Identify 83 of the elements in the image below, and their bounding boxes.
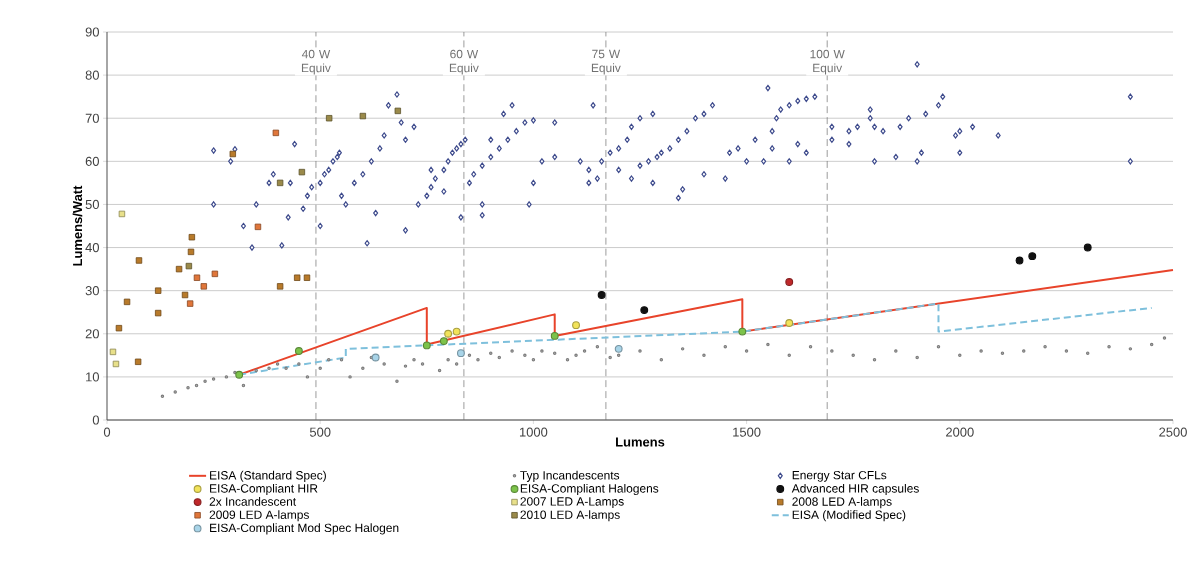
point [109, 348, 117, 356]
point [187, 248, 195, 256]
point [135, 257, 143, 264]
ref-line-label: 60 W Equiv [449, 49, 479, 75]
point [185, 262, 193, 270]
y-tick-label: 20 [85, 329, 99, 339]
y-tick-label: 30 [85, 286, 99, 296]
point [614, 344, 623, 353]
legend-label: EISA-Compliant HIR [210, 483, 318, 496]
point [211, 270, 219, 278]
point [422, 341, 431, 350]
legend-label: Typ Incandescents [520, 470, 620, 482]
point [229, 150, 236, 158]
legend-label: 2008 LED A-lamps [792, 497, 892, 509]
y-axis-title: Lumens/Watt [72, 185, 83, 266]
point [738, 327, 747, 336]
point [572, 321, 580, 330]
y-tick-label: 90 [85, 27, 99, 37]
legend-label: 2x Incandescent [209, 497, 297, 506]
y-tick-label: 70 [85, 113, 99, 123]
legend-label: 2009 LED A-lamps [209, 510, 309, 522]
ref-line-label: 75 W Equiv [591, 49, 621, 75]
legend-label: EISA (Modified Spec) [792, 510, 906, 522]
point [550, 332, 559, 340]
point [439, 337, 448, 346]
y-tick-label: 10 [86, 372, 99, 382]
y-tick-label: 60 [85, 156, 99, 166]
point [200, 283, 207, 290]
legend-label: EISA (Standard Spec) [210, 470, 326, 482]
point [276, 179, 284, 187]
legend-label: Advanced HIR capsules [791, 483, 919, 496]
point [175, 265, 183, 273]
point [254, 223, 262, 231]
point [235, 370, 244, 379]
x-tick-label: 2000 [946, 427, 974, 437]
y-tick-label: 80 [85, 70, 99, 80]
legend-label: EISA-Compliant Halogens [520, 483, 659, 496]
point [371, 353, 380, 362]
ref-line-label: 40 W Equiv [301, 49, 331, 75]
x-tick-label: 1000 [519, 427, 548, 437]
point [359, 112, 367, 120]
x-axis-title: Lumens [616, 437, 665, 447]
point [193, 274, 201, 281]
point [188, 234, 196, 241]
point [1015, 256, 1024, 265]
y-tick-label: 50 [85, 199, 99, 210]
point [276, 283, 284, 290]
point [186, 300, 194, 307]
x-tick-label: 1500 [733, 427, 761, 437]
point [394, 107, 401, 115]
point [154, 287, 162, 294]
point [597, 291, 606, 299]
x-tick-label: 2500 [1159, 427, 1187, 437]
point [444, 329, 453, 338]
legend-label: 2007 LED A-Lamps [520, 497, 624, 509]
x-tick-label: 500 [309, 427, 331, 437]
point [640, 306, 649, 314]
point [118, 210, 126, 218]
x-tick-label: 0 [103, 427, 111, 437]
point [325, 115, 333, 122]
ref-line-label: 100 W Equiv [810, 49, 845, 75]
point [785, 278, 794, 286]
legend-label: 2010 LED A-lamps [520, 510, 620, 522]
point [181, 291, 189, 299]
point [134, 358, 142, 365]
point [1083, 243, 1092, 252]
y-tick-label: 40 [85, 242, 99, 253]
point [303, 274, 311, 281]
point [112, 360, 120, 368]
point [154, 309, 162, 317]
point [293, 274, 301, 281]
point [452, 327, 461, 336]
point [785, 319, 794, 327]
point [456, 349, 465, 358]
y-tick-label: 0 [92, 415, 99, 425]
point [115, 324, 123, 332]
point [298, 168, 306, 176]
point [294, 347, 303, 355]
point [123, 298, 131, 306]
point [272, 129, 280, 137]
legend-label: Energy Star CFLs [792, 470, 887, 482]
point [1028, 252, 1037, 261]
legend-label: EISA-Compliant Mod Spec Halogen [210, 523, 399, 535]
